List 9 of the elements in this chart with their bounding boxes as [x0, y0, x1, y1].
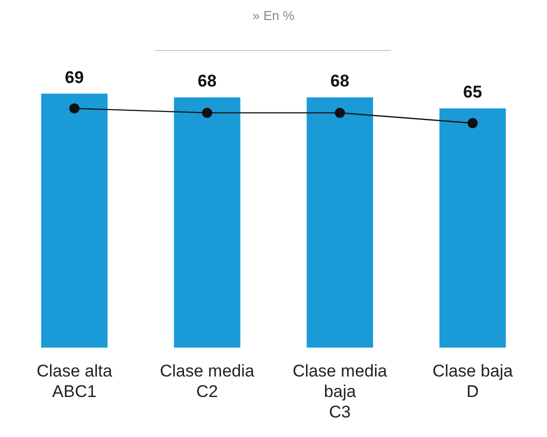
data-label: 69 — [64, 68, 84, 87]
data-label: 65 — [463, 82, 482, 102]
chart-title: » En % — [252, 8, 296, 23]
x-tick-label: Clase baja D — [432, 362, 514, 402]
data-label: 68 — [198, 72, 217, 91]
data-label: 68 — [330, 72, 350, 91]
x-tick-label: Clase alta ABC1 — [36, 362, 113, 402]
x-tick-label: Clase media baja C3 — [292, 362, 388, 422]
x-tick-label: Clase media C2 — [160, 362, 255, 402]
